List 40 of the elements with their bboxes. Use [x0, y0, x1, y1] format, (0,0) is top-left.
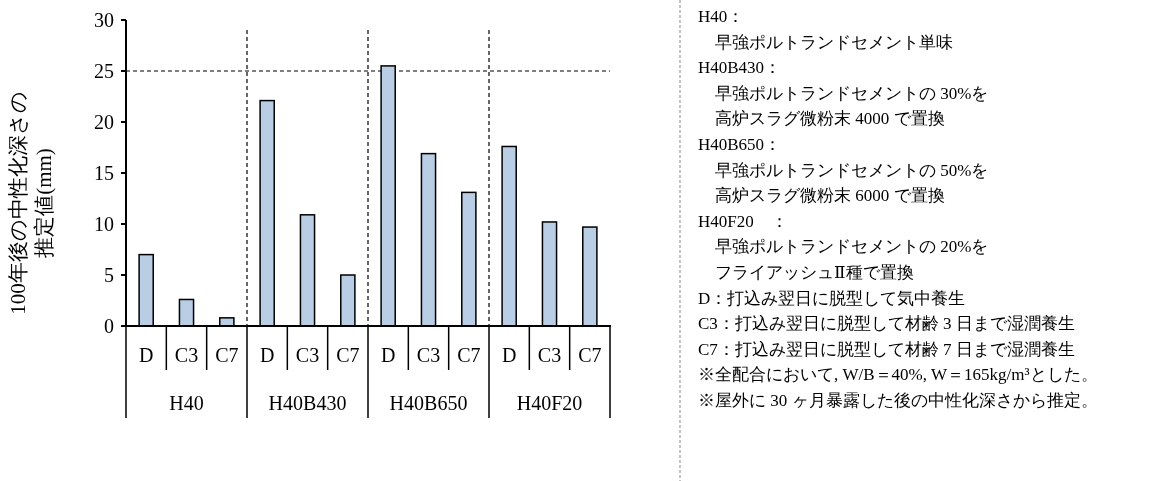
- y-tick-label: 0: [104, 315, 114, 337]
- x-tick-label: D: [380, 344, 396, 366]
- text: 早強ポルトランドセメントの 20%を: [698, 237, 989, 257]
- y-tick-label: 30: [94, 9, 114, 31]
- x-tick-label: C7: [215, 344, 239, 366]
- text: 早強ポルトランドセメント単味: [698, 32, 953, 52]
- x-tick-label: C3: [295, 344, 320, 366]
- text: 早強ポルトランドセメントの 50%を: [698, 160, 989, 180]
- text: H40B430: [268, 392, 347, 414]
- text: H40B430：: [698, 58, 782, 78]
- text: D：打込み翌日に脱型して気中養生: [698, 288, 966, 308]
- text: フライアッシュⅡ種で置換: [698, 263, 914, 282]
- text: 高炉スラグ微粉末 4000 で置換: [698, 109, 945, 129]
- x-tick-label: C7: [457, 344, 481, 366]
- y-tick-label: 25: [94, 60, 114, 82]
- x-tick-label: C7: [578, 344, 602, 366]
- text: H40：: [698, 7, 745, 26]
- text: H40F20 ：: [698, 211, 788, 231]
- y-axis-title: 100年後の中性化深さの推定値(mm): [6, 91, 56, 315]
- text: ※全配合において, W/B＝40%, W＝165kg/m³とした。: [698, 365, 1098, 385]
- x-tick-label: C3: [416, 344, 441, 366]
- text: H40B650: [389, 392, 468, 414]
- y-tick-label: 15: [94, 162, 114, 184]
- x-tick-label: C3: [537, 344, 562, 366]
- text: H40B650：: [698, 135, 782, 154]
- x-tick-label: D: [259, 344, 275, 366]
- y-tick-label: 10: [94, 213, 114, 235]
- text: 高炉スラグ微粉末 6000 で置換: [698, 186, 945, 206]
- text: 早強ポルトランドセメントの 30%を: [698, 83, 989, 103]
- y-tick-label: 5: [104, 264, 114, 286]
- text: H40: [169, 392, 204, 414]
- x-tick-label: C7: [336, 344, 360, 366]
- x-tick-label: D: [501, 344, 517, 366]
- y-tick-label: 20: [94, 111, 114, 133]
- x-tick-label: D: [138, 344, 154, 366]
- text: C3：打込み翌日に脱型して材齢 3 日まで湿潤養生: [698, 314, 1075, 334]
- text: H40F20: [516, 392, 583, 414]
- text: C7：打込み翌日に脱型して材齢 7 日まで湿潤養生: [698, 339, 1075, 359]
- x-tick-label: C3: [174, 344, 199, 366]
- text: ※屋外に 30 ヶ月暴露した後の中性化深さから推定。: [698, 391, 1098, 410]
